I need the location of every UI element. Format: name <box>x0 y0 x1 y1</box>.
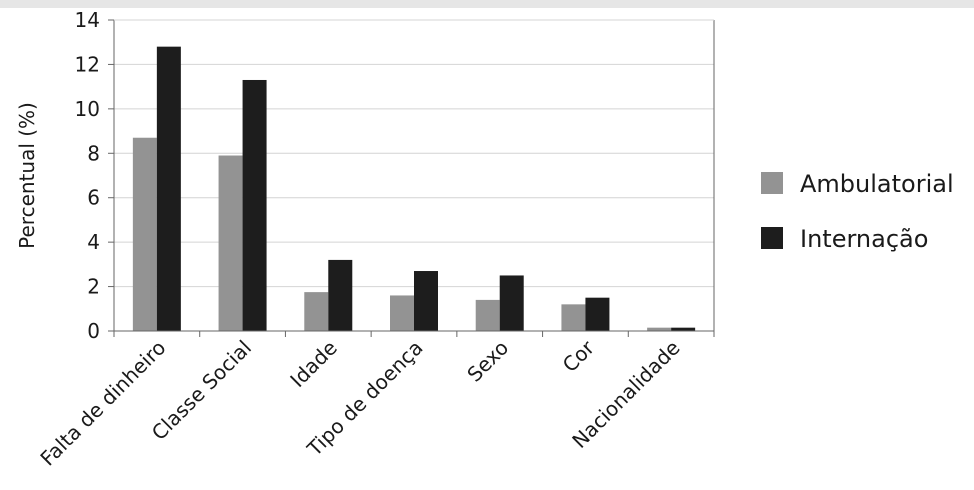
y-tick-label: 10 <box>75 97 100 121</box>
x-tick-label-cor: Cor <box>558 335 600 377</box>
bar-ambulatorial-nacionalidade <box>647 327 672 331</box>
y-tick-label: 4 <box>87 230 100 254</box>
bar-ambulatorial-falta-de-dinheiro <box>132 137 157 331</box>
y-tick-label: 14 <box>75 8 100 32</box>
y-tick-label: 6 <box>87 186 100 210</box>
bar-ambulatorial-classe-social <box>218 155 243 331</box>
y-tick-label: 12 <box>75 52 100 76</box>
legend-swatch-ambulatorial <box>761 172 783 194</box>
legend-label-ambulatorial: Ambulatorial <box>800 170 954 198</box>
bar-ambulatorial-idade <box>304 292 329 331</box>
bar-internacao-nacionalidade <box>671 327 696 331</box>
y-axis-title: Percentual (%) <box>15 102 39 249</box>
x-tick-label-sexo: Sexo <box>462 336 513 387</box>
legend-label-internacao: Internação <box>800 225 928 253</box>
axes <box>113 19 715 337</box>
bar-ambulatorial-sexo <box>475 299 500 331</box>
bar-internacao-classe-social <box>242 79 267 331</box>
y-tick-label: 0 <box>87 319 100 343</box>
legend-swatch-internacao <box>761 227 783 249</box>
x-tick-label-falta-de-dinheiro: Falta de dinheiro <box>35 336 170 471</box>
bar-internacao-cor <box>585 297 610 331</box>
gridlines <box>114 19 714 288</box>
bar-internacao-tipo-de-doenca <box>414 271 438 331</box>
bar-internacao-sexo <box>499 275 524 331</box>
bar-internacao-idade <box>328 259 353 331</box>
y-axis-ticks: 0 2 4 6 8 10 12 14 <box>75 8 114 343</box>
y-tick-label: 2 <box>87 275 100 299</box>
top-band <box>0 0 974 8</box>
bars <box>132 46 696 332</box>
bar-ambulatorial-tipo-de-doenca <box>390 295 414 331</box>
x-tick-label-idade: Idade <box>285 336 341 392</box>
y-tick-label: 8 <box>87 141 100 165</box>
bar-ambulatorial-cor <box>561 304 586 331</box>
legend: Ambulatorial Internação <box>761 170 954 253</box>
bar-internacao-falta-de-dinheiro <box>156 46 181 332</box>
